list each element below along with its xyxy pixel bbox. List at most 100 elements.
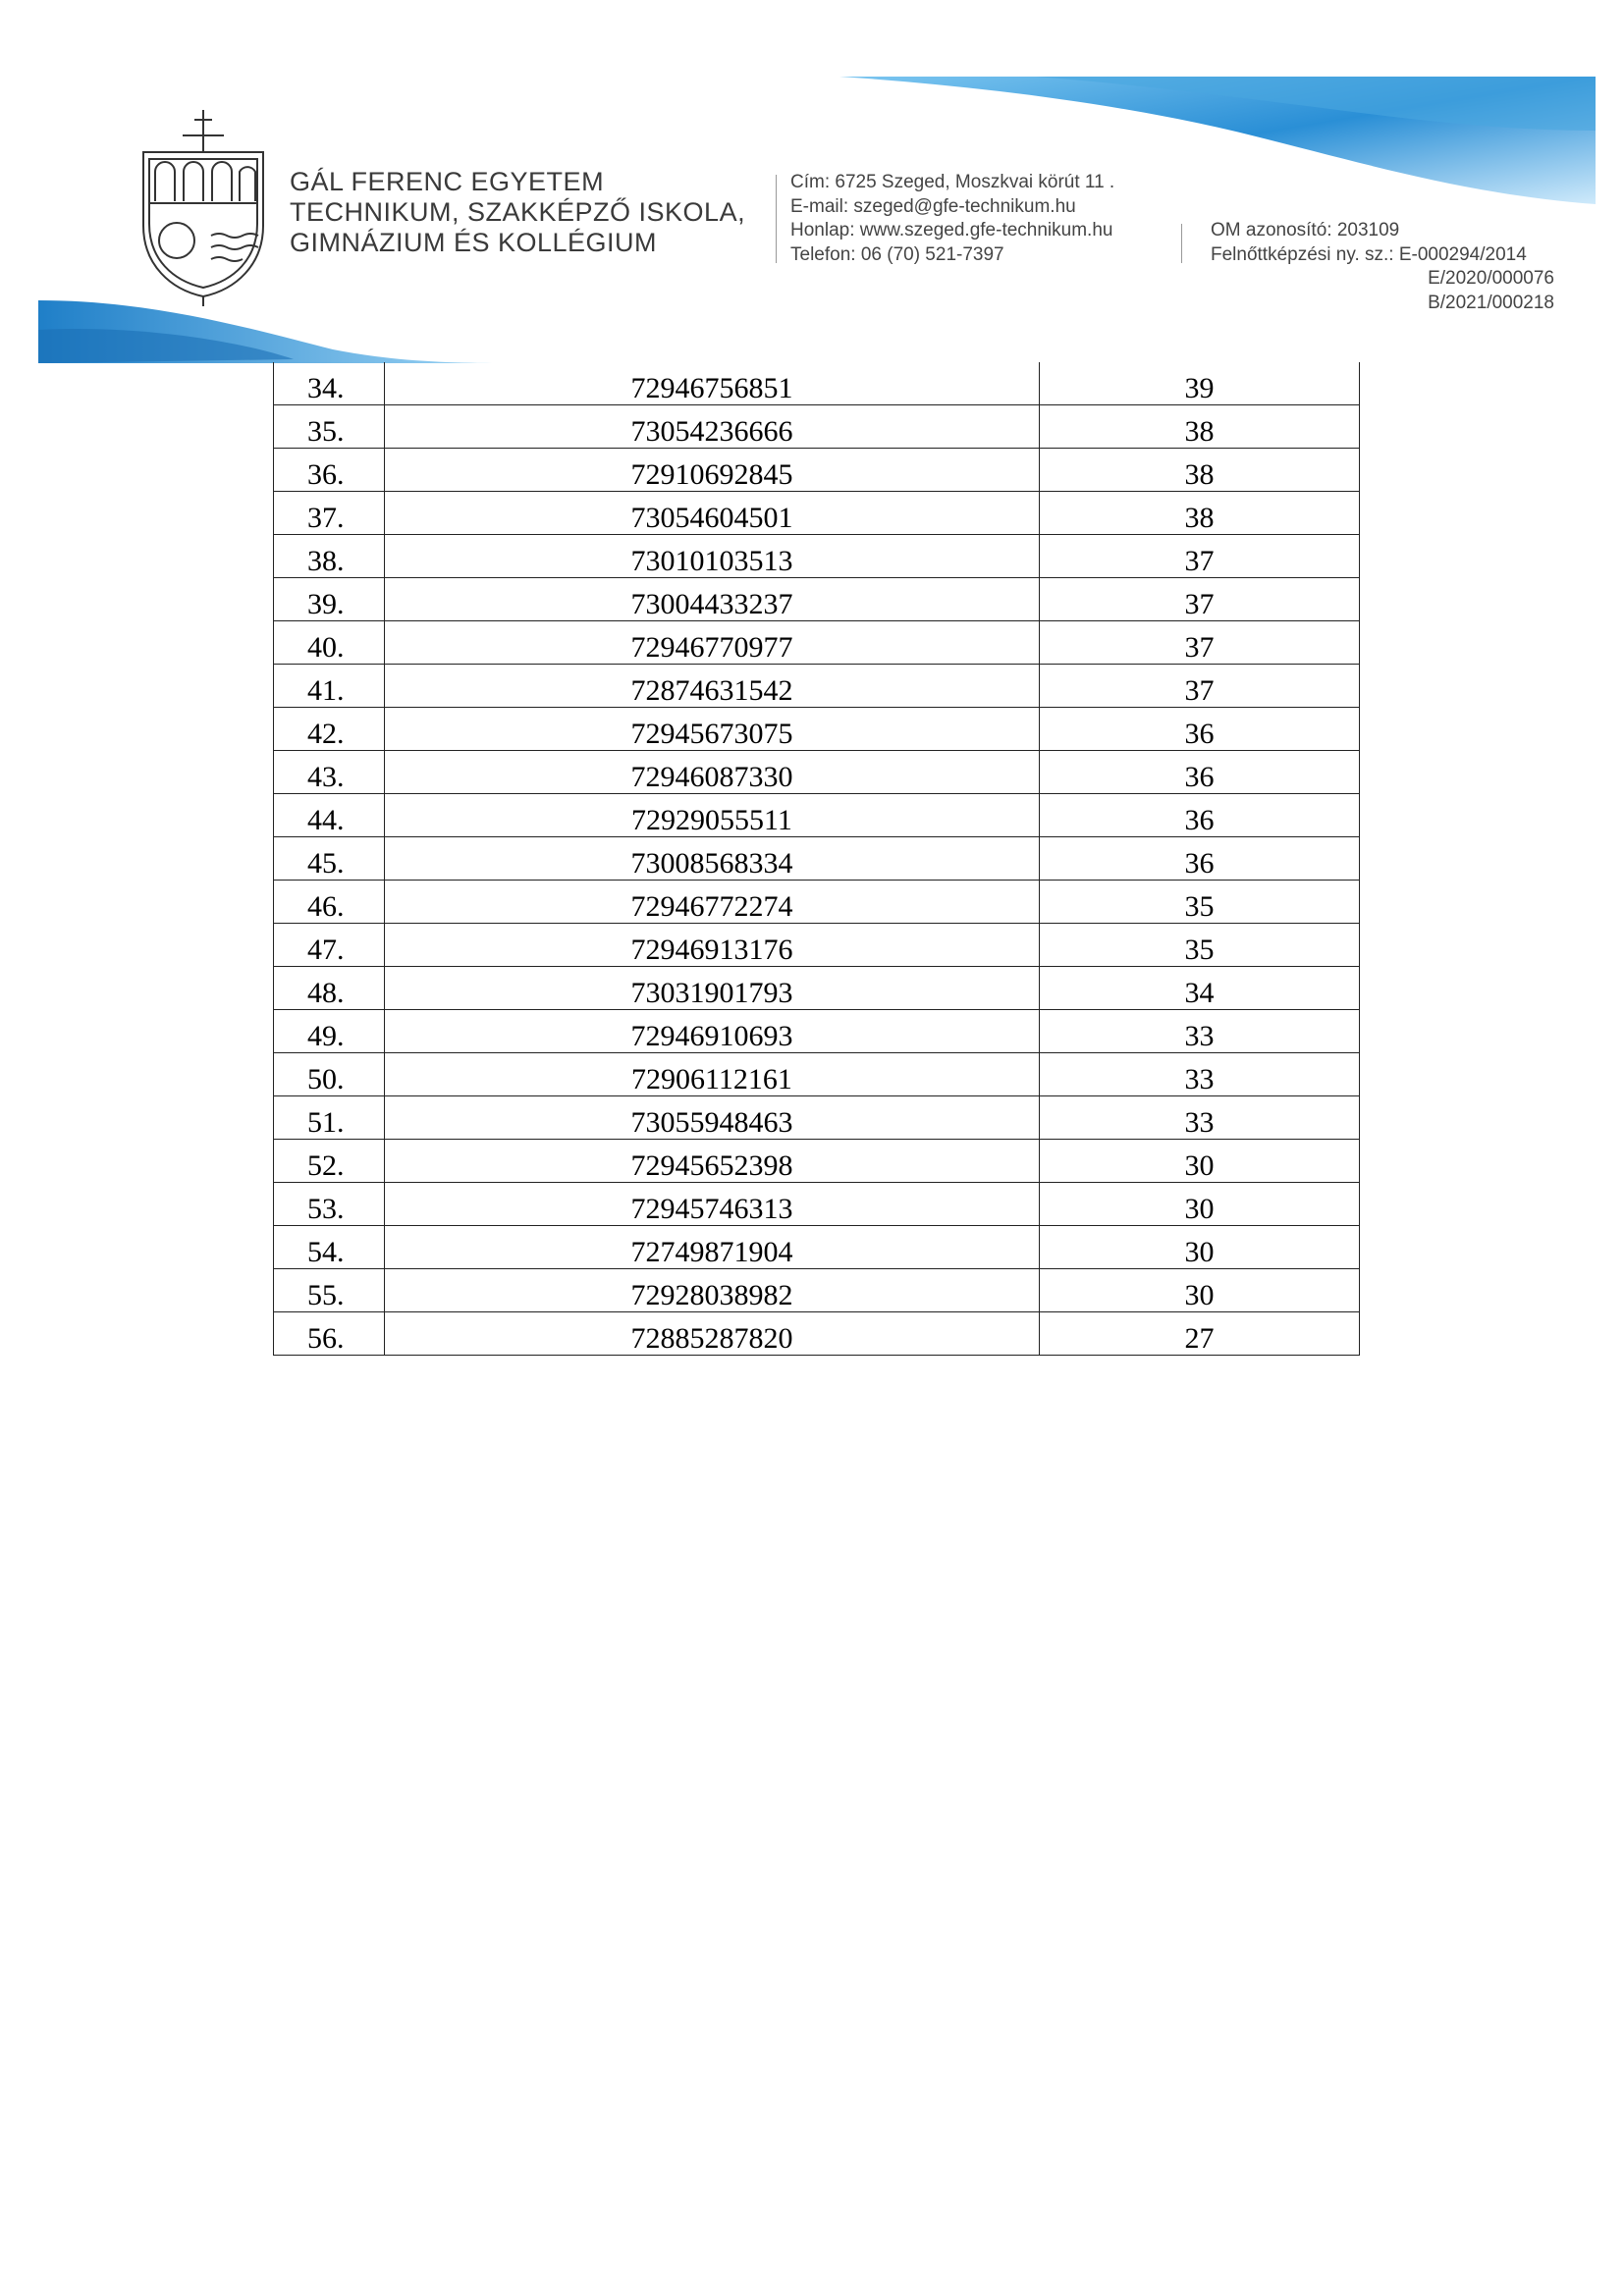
results-table: 34. 72946756851 39 35. 73054236666 38 36. 72910…	[273, 362, 1360, 1356]
table-row: 41. 72874631542 37	[273, 664, 1360, 708]
table-row: 43. 72946087330 36	[273, 750, 1360, 794]
code-cell: 72928038982	[384, 1268, 1040, 1312]
code-cell: 72906112161	[384, 1052, 1040, 1096]
score-cell: 38	[1039, 448, 1360, 492]
table-row: 55. 72928038982 30	[273, 1268, 1360, 1312]
rank-cell: 35.	[273, 404, 385, 449]
code-cell: 72945746313	[384, 1182, 1040, 1226]
table-row: 46. 72946772274 35	[273, 880, 1360, 924]
code-cell: 72929055511	[384, 793, 1040, 837]
website: Honlap: www.szeged.gfe-technikum.hu	[790, 220, 1113, 241]
rank-cell: 47.	[273, 923, 385, 967]
code-cell: 72910692845	[384, 448, 1040, 492]
score-cell: 36	[1039, 707, 1360, 751]
code-cell: 73031901793	[384, 966, 1040, 1010]
footer-wave-decoration	[38, 300, 502, 363]
phone: Telefon: 06 (70) 521-7397	[790, 244, 1004, 266]
rank-cell: 46.	[273, 880, 385, 924]
rank-cell: 51.	[273, 1095, 385, 1140]
score-cell: 36	[1039, 836, 1360, 881]
score-cell: 33	[1039, 1009, 1360, 1053]
rank-cell: 52.	[273, 1139, 385, 1183]
score-cell: 35	[1039, 923, 1360, 967]
address: Cím: 6725 Szeged, Moszkvai körút 11 .	[790, 172, 1115, 192]
score-cell: 36	[1039, 793, 1360, 837]
registration-info: OM azonosító: 203109 Felnőttképzési ny. …	[1211, 219, 1554, 316]
score-cell: 38	[1039, 404, 1360, 449]
rank-cell: 56.	[273, 1311, 385, 1356]
rank-cell: 39.	[273, 577, 385, 621]
rank-cell: 40.	[273, 620, 385, 665]
adult-education-reg: B/2021/000218	[1428, 293, 1554, 314]
code-cell: 72874631542	[384, 664, 1040, 708]
rank-cell: 41.	[273, 664, 385, 708]
score-cell: 30	[1039, 1268, 1360, 1312]
table-row: 34. 72946756851 39	[273, 362, 1360, 405]
score-cell: 37	[1039, 577, 1360, 621]
table-row: 35. 73054236666 38	[273, 404, 1360, 449]
code-cell: 72946913176	[384, 923, 1040, 967]
table-row: 45. 73008568334 36	[273, 836, 1360, 881]
rank-cell: 42.	[273, 707, 385, 751]
rank-cell: 48.	[273, 966, 385, 1010]
table-row: 47. 72946913176 35	[273, 923, 1360, 967]
rank-cell: 45.	[273, 836, 385, 881]
code-cell: 72945652398	[384, 1139, 1040, 1183]
rank-cell: 44.	[273, 793, 385, 837]
score-cell: 30	[1039, 1182, 1360, 1226]
table-row: 54. 72749871904 30	[273, 1225, 1360, 1269]
code-cell: 72946910693	[384, 1009, 1040, 1053]
adult-education-reg: E/2020/000076	[1428, 268, 1554, 290]
header-wave-decoration	[839, 77, 1596, 204]
contact-info: Cím: 6725 Szeged, Moszkvai körút 11 . E-…	[790, 171, 1114, 268]
table-row: 37. 73054604501 38	[273, 491, 1360, 535]
table-row: 48. 73031901793 34	[273, 966, 1360, 1010]
table-row: 42. 72945673075 36	[273, 707, 1360, 751]
email: E-mail: szeged@gfe-technikum.hu	[790, 195, 1076, 217]
table-row: 38. 73010103513 37	[273, 534, 1360, 578]
code-cell: 72945673075	[384, 707, 1040, 751]
code-cell: 73054604501	[384, 491, 1040, 535]
score-cell: 27	[1039, 1311, 1360, 1356]
rank-cell: 36.	[273, 448, 385, 492]
school-name-line: GÁL FERENC EGYETEM	[290, 167, 605, 196]
score-cell: 30	[1039, 1139, 1360, 1183]
code-cell: 72946087330	[384, 750, 1040, 794]
score-cell: 37	[1039, 620, 1360, 665]
table-row: 39. 73004433237 37	[273, 577, 1360, 621]
code-cell: 72946756851	[384, 362, 1040, 405]
code-cell: 73004433237	[384, 577, 1040, 621]
score-cell: 34	[1039, 966, 1360, 1010]
score-cell: 38	[1039, 491, 1360, 535]
rank-cell: 54.	[273, 1225, 385, 1269]
score-cell: 33	[1039, 1095, 1360, 1140]
table-row: 36. 72910692845 38	[273, 448, 1360, 492]
code-cell: 73010103513	[384, 534, 1040, 578]
code-cell: 72885287820	[384, 1311, 1040, 1356]
adult-education-reg: Felnőttképzési ny. sz.: E-000294/2014	[1211, 243, 1527, 265]
rank-cell: 49.	[273, 1009, 385, 1053]
code-cell: 72946770977	[384, 620, 1040, 665]
school-name-line: TECHNIKUM, SZAKKÉPZŐ ISKOLA,	[290, 197, 746, 227]
code-cell: 72749871904	[384, 1225, 1040, 1269]
table-row: 49. 72946910693 33	[273, 1009, 1360, 1053]
score-cell: 39	[1039, 362, 1360, 405]
rank-cell: 55.	[273, 1268, 385, 1312]
table-row: 56. 72885287820 27	[273, 1311, 1360, 1356]
school-name: GÁL FERENC EGYETEM TECHNIKUM, SZAKKÉPZŐ …	[290, 167, 745, 258]
om-id: OM azonosító: 203109	[1211, 220, 1400, 240]
score-cell: 35	[1039, 880, 1360, 924]
score-cell: 36	[1039, 750, 1360, 794]
rank-cell: 37.	[273, 491, 385, 535]
divider	[1181, 224, 1182, 263]
score-cell: 33	[1039, 1052, 1360, 1096]
score-cell: 37	[1039, 534, 1360, 578]
school-crest-logo	[142, 110, 264, 306]
score-cell: 30	[1039, 1225, 1360, 1269]
rank-cell: 43.	[273, 750, 385, 794]
rank-cell: 50.	[273, 1052, 385, 1096]
table-row: 53. 72945746313 30	[273, 1182, 1360, 1226]
table-row: 44. 72929055511 36	[273, 793, 1360, 837]
divider	[776, 175, 777, 263]
code-cell: 73055948463	[384, 1095, 1040, 1140]
